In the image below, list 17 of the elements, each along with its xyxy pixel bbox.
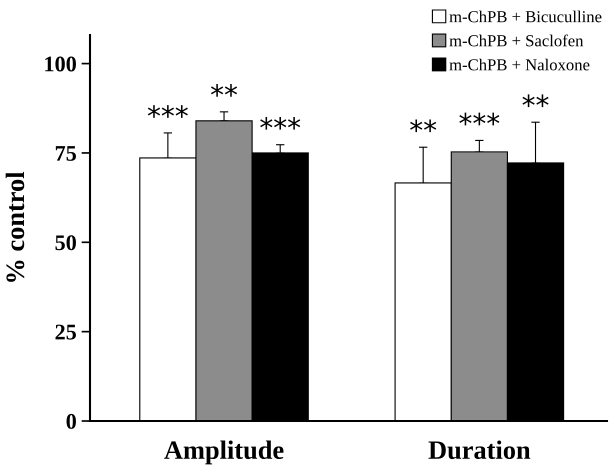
annotation: *** (459, 112, 500, 126)
annotation: ** (522, 94, 549, 108)
y-tick-label: 50 (55, 235, 76, 250)
legend-label: m-ChPB + Saclofen (449, 34, 584, 46)
y-axis-title: % control (6, 172, 24, 282)
y-tick-label: 100 (45, 56, 76, 72)
annotation: ** (210, 84, 238, 97)
x-tick-label: Duration (428, 440, 530, 460)
annotation: *** (260, 116, 300, 130)
x-tick-label: Amplitude (164, 440, 284, 464)
annotation: ** (410, 119, 436, 132)
y-tick-label: 25 (56, 324, 76, 340)
y-tick-label: 75 (56, 146, 76, 161)
annotation: *** (148, 105, 188, 118)
y-tick-label: 0 (66, 414, 76, 429)
legend-label: m-ChPB + Naloxone (449, 58, 590, 70)
legend-label: m-ChPB + Bicuculline (449, 10, 602, 22)
